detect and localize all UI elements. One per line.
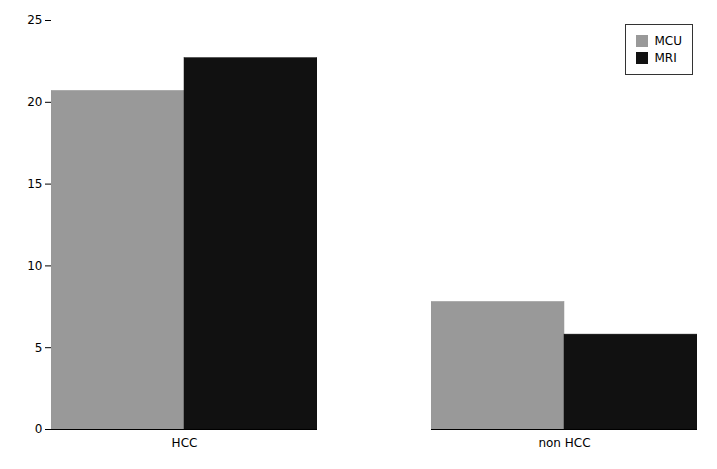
svg-text:10: 10 bbox=[27, 259, 42, 273]
svg-text:5: 5 bbox=[35, 341, 43, 355]
svg-text:15: 15 bbox=[27, 177, 42, 191]
svg-text:25: 25 bbox=[27, 13, 42, 27]
svg-text:20: 20 bbox=[27, 95, 42, 109]
svg-text:non HCC: non HCC bbox=[538, 436, 590, 450]
html-text:MRI: MRI bbox=[654, 51, 677, 65]
svg-text:0: 0 bbox=[35, 422, 43, 436]
html-text:MCU: MCU bbox=[654, 34, 682, 48]
svg-text:HCC: HCC bbox=[172, 436, 198, 450]
